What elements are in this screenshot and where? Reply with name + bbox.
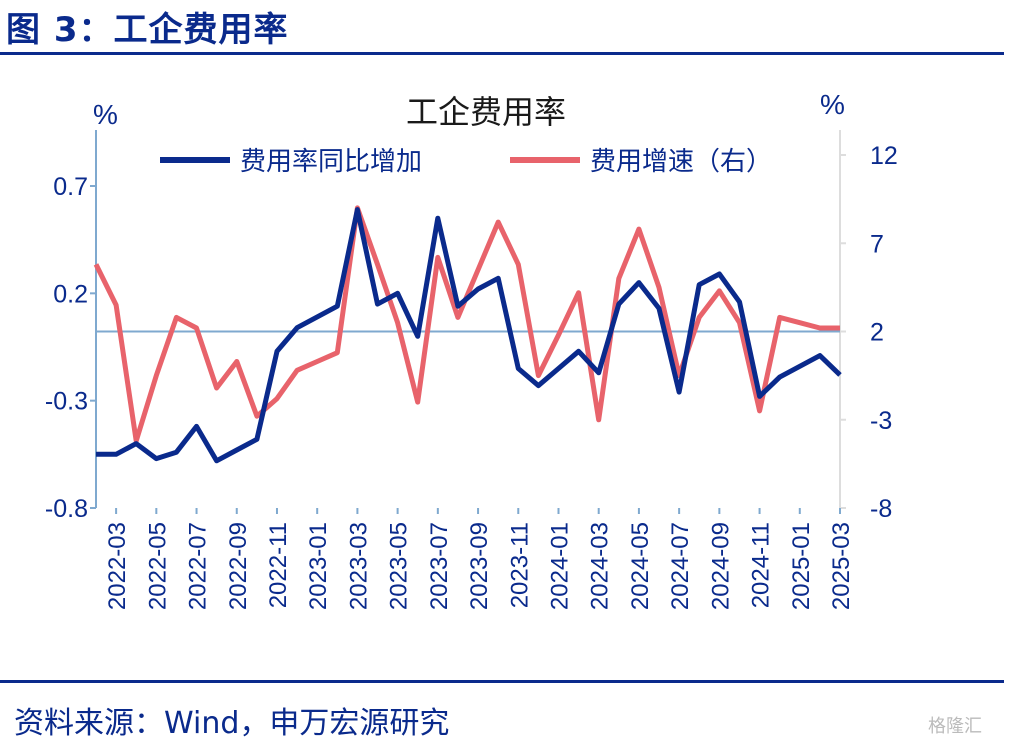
- x-tick-label: 2024-11: [748, 522, 775, 608]
- watermark: 格隆汇: [928, 716, 982, 737]
- x-tick-label: 2025-03: [828, 522, 855, 610]
- x-tick-label: 2025-01: [788, 522, 815, 610]
- series-line-2: [93, 205, 840, 444]
- x-tick-label: 2022-07: [185, 522, 212, 610]
- source-rule: [0, 680, 1004, 683]
- title-rule: [0, 52, 1004, 55]
- right-tick-label: 12: [870, 142, 898, 170]
- left-tick-label: 0.2: [53, 280, 88, 308]
- chart-title: 工企费用率: [406, 94, 566, 130]
- x-tick-label: 2023-03: [345, 522, 372, 610]
- source-note: 资料来源：Wind，申万宏源研究: [14, 706, 450, 741]
- legend-label-1: 费用率同比增加: [240, 146, 422, 176]
- x-tick-label: 2023-11: [506, 522, 533, 608]
- right-tick-label: 7: [870, 230, 884, 258]
- right-tick-label: -3: [870, 407, 892, 435]
- x-tick-label: 2022-09: [225, 522, 252, 610]
- x-tick-label: 2024-07: [667, 522, 694, 610]
- x-tick-label: 2023-09: [466, 522, 493, 610]
- left-tick-label: 0.7: [53, 173, 88, 201]
- left-unit-label: %: [93, 99, 118, 130]
- legend-label-2: 费用增速（右）: [590, 146, 772, 176]
- x-tick-label: 2024-03: [587, 522, 614, 610]
- x-tick-label: 2022-11: [265, 522, 292, 608]
- right-unit-label: %: [820, 89, 845, 120]
- x-tick-label: 2024-09: [707, 522, 734, 610]
- right-tick-label: 2: [870, 319, 884, 347]
- right-tick-label: -8: [870, 495, 892, 523]
- figure-title: 图 3：工企费用率: [6, 10, 289, 50]
- x-tick-label: 2024-01: [546, 522, 573, 610]
- x-tick-label: 2022-05: [144, 522, 171, 610]
- x-tick-label: 2022-03: [104, 522, 131, 610]
- x-tick-label: 2023-07: [426, 522, 453, 610]
- left-tick-label: -0.8: [45, 495, 88, 523]
- x-tick-label: 2023-05: [386, 522, 413, 610]
- x-tick-label: 2024-05: [627, 522, 654, 610]
- series-line-1: [96, 207, 842, 464]
- x-tick-label: 2023-01: [305, 522, 332, 610]
- left-tick-label: -0.3: [45, 388, 88, 416]
